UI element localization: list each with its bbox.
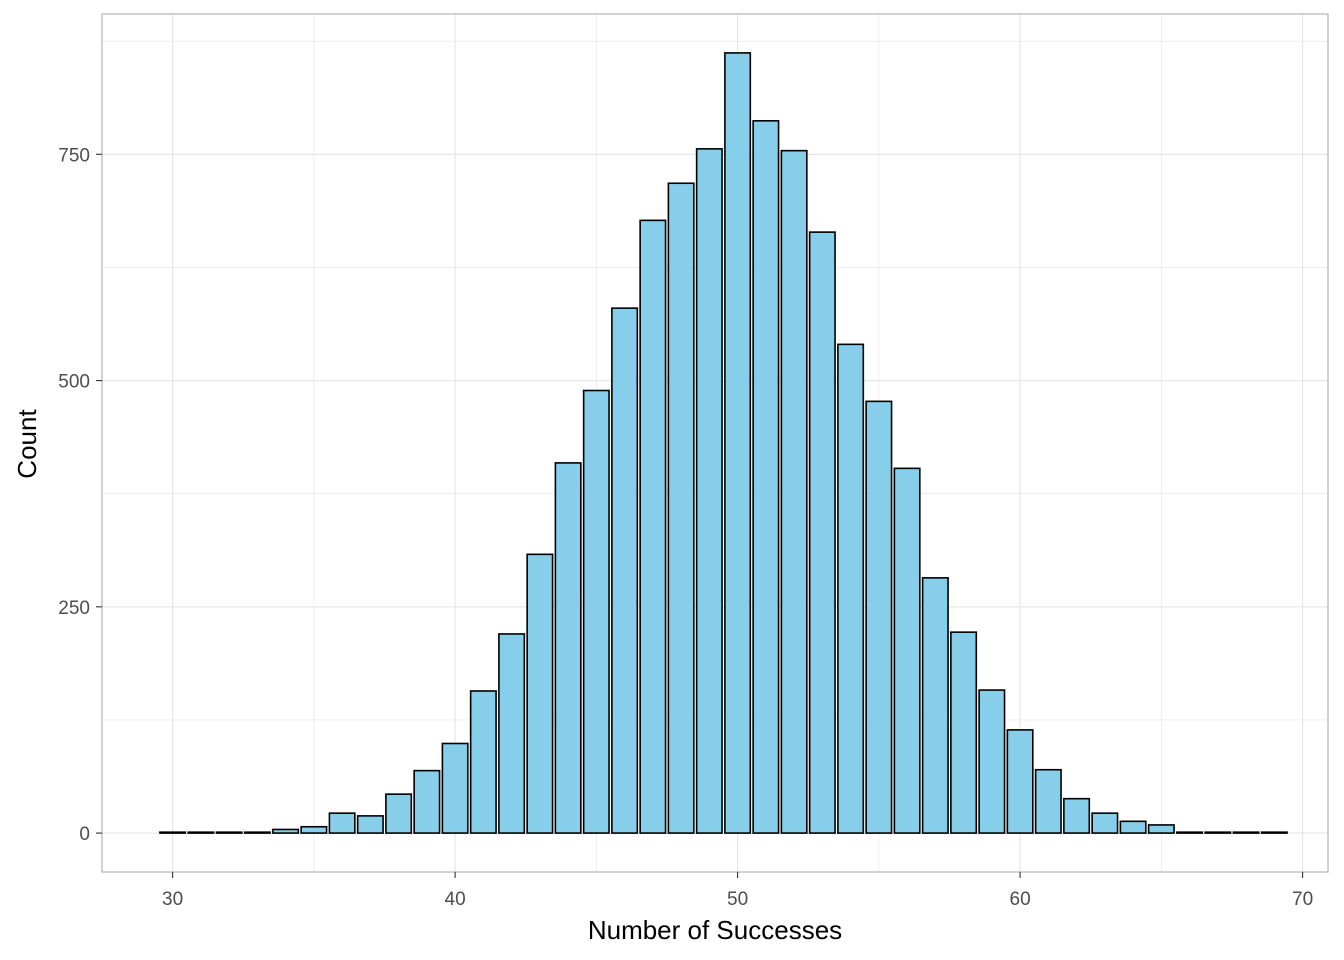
bar (1006, 729, 1034, 834)
bar (1176, 831, 1204, 834)
x-tick-label: 60 (1010, 889, 1031, 910)
bar (724, 52, 752, 834)
bar (272, 828, 300, 834)
bar (1034, 768, 1062, 834)
bar (469, 690, 497, 834)
bar (243, 831, 271, 834)
bar (498, 633, 526, 834)
y-axis-ticks: 0 250 500 750 (58, 145, 102, 845)
y-axis-title: Count (12, 409, 42, 479)
y-tick-label: 0 (79, 824, 90, 845)
bar (837, 343, 865, 834)
bar (893, 467, 921, 834)
bar (921, 577, 949, 834)
bar (978, 689, 1006, 834)
bar (1147, 824, 1175, 834)
bar (328, 812, 356, 834)
bar (441, 742, 469, 834)
bar (1091, 812, 1119, 834)
bar (1232, 831, 1260, 834)
bars (159, 52, 1288, 834)
bar (1204, 831, 1232, 834)
x-axis-ticks: 30 40 50 60 70 (162, 872, 1313, 910)
bar (554, 462, 582, 834)
x-tick-label: 70 (1292, 889, 1313, 910)
bar (808, 231, 836, 834)
bar (639, 219, 667, 834)
y-tick-label: 250 (58, 598, 90, 619)
bar (950, 631, 978, 834)
bar (1119, 820, 1147, 834)
bar (780, 149, 808, 834)
y-tick-label: 750 (58, 145, 90, 166)
x-tick-label: 50 (727, 889, 748, 910)
panel-border (101, 13, 1329, 873)
bar (356, 815, 384, 834)
bar (215, 831, 243, 834)
x-tick-label: 30 (162, 889, 183, 910)
x-axis-title: Number of Successes (588, 915, 842, 945)
bar (667, 182, 695, 834)
bar (187, 831, 215, 834)
bar (159, 831, 187, 834)
bar (1260, 831, 1288, 834)
bar (865, 400, 893, 834)
bar (526, 553, 554, 834)
bar (300, 825, 328, 834)
bar (413, 769, 441, 834)
bar (611, 307, 639, 834)
y-tick-label: 500 (58, 372, 90, 393)
bar (582, 389, 610, 834)
bar (752, 119, 780, 834)
bar (1063, 797, 1091, 834)
x-tick-label: 40 (445, 889, 466, 910)
bar (695, 148, 723, 834)
bar (385, 793, 413, 834)
